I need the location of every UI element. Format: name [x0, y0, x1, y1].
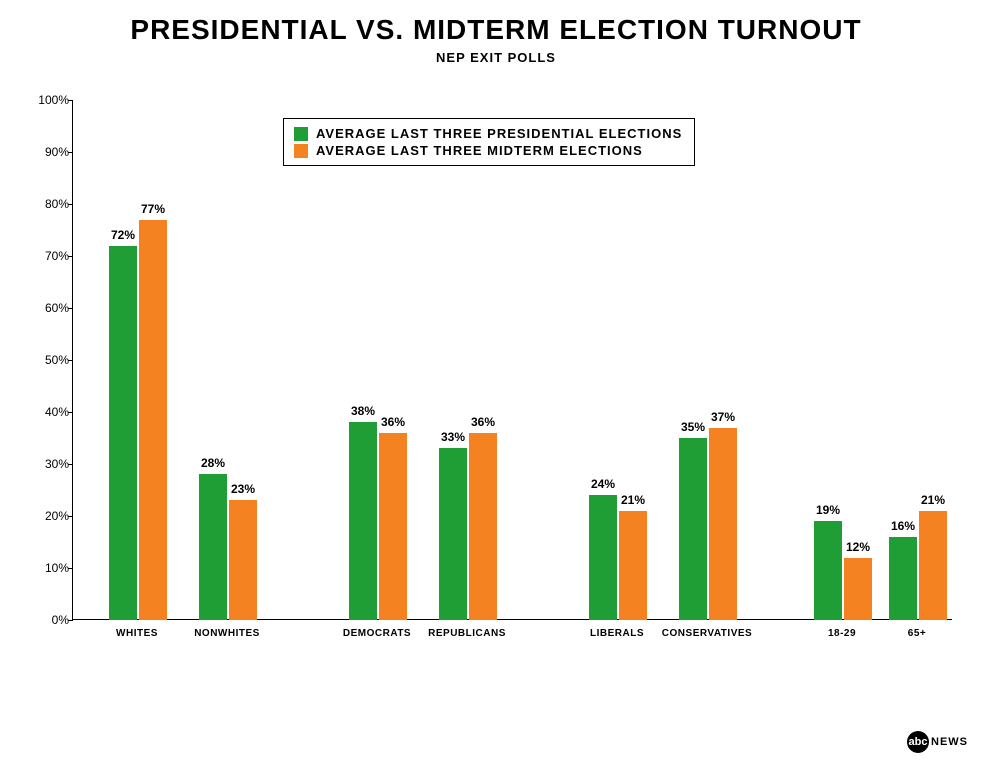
y-tick-label: 30% — [25, 457, 69, 471]
legend-item: AVERAGE LAST THREE PRESIDENTIAL ELECTION… — [294, 125, 682, 142]
y-tick-label: 20% — [25, 509, 69, 523]
bar-value-label: 16% — [889, 519, 917, 533]
plot-region: 0%10%20%30%40%50%60%70%80%90%100% 72%77%… — [72, 100, 952, 620]
abc-logo-circle: abc — [907, 731, 929, 753]
bar-value-label: 77% — [139, 202, 167, 216]
bar-midterm: 12% — [844, 558, 872, 620]
bar-value-label: 21% — [919, 493, 947, 507]
chart-area: 0%10%20%30%40%50%60%70%80%90%100% 72%77%… — [72, 100, 952, 660]
legend-swatch — [294, 127, 308, 141]
y-tick-label: 10% — [25, 561, 69, 575]
bar-midterm: 36% — [469, 433, 497, 620]
bar-value-label: 21% — [619, 493, 647, 507]
bar-value-label: 24% — [589, 477, 617, 491]
abc-news-logo: abcNEWS — [907, 731, 968, 753]
chart-title: PRESIDENTIAL VS. MIDTERM ELECTION TURNOU… — [0, 0, 992, 46]
bar-value-label: 35% — [679, 420, 707, 434]
bar-value-label: 72% — [109, 228, 137, 242]
bar-value-label: 33% — [439, 430, 467, 444]
legend-swatch — [294, 144, 308, 158]
bar-value-label: 19% — [814, 503, 842, 517]
y-tick-label: 40% — [25, 405, 69, 419]
bar-midterm: 77% — [139, 220, 167, 620]
chart-subtitle: NEP EXIT POLLS — [0, 50, 992, 65]
legend-label: AVERAGE LAST THREE PRESIDENTIAL ELECTION… — [316, 126, 682, 141]
x-category-label: CONSERVATIVES — [662, 628, 752, 639]
y-tick-label: 80% — [25, 197, 69, 211]
bar-presidential: 35% — [679, 438, 707, 620]
x-category-label: 65+ — [908, 628, 926, 639]
bar-value-label: 23% — [229, 482, 257, 496]
bars-container: 72%77%28%23%38%36%33%36%24%21%35%37%19%1… — [73, 100, 953, 620]
y-tick-label: 90% — [25, 145, 69, 159]
legend-label: AVERAGE LAST THREE MIDTERM ELECTIONS — [316, 143, 643, 158]
legend-item: AVERAGE LAST THREE MIDTERM ELECTIONS — [294, 142, 682, 159]
bar-midterm: 37% — [709, 428, 737, 620]
x-category-label: WHITES — [116, 628, 158, 639]
bar-value-label: 36% — [469, 415, 497, 429]
bar-presidential: 16% — [889, 537, 917, 620]
bar-presidential: 33% — [439, 448, 467, 620]
abc-logo-news: NEWS — [931, 736, 968, 748]
x-category-label: REPUBLICANS — [428, 628, 506, 639]
bar-value-label: 36% — [379, 415, 407, 429]
bar-value-label: 37% — [709, 410, 737, 424]
x-category-label: NONWHITES — [194, 628, 260, 639]
bar-presidential: 72% — [109, 246, 137, 620]
y-tick-label: 60% — [25, 301, 69, 315]
bar-midterm: 36% — [379, 433, 407, 620]
y-tick-label: 70% — [25, 249, 69, 263]
x-category-label: 18-29 — [828, 628, 856, 639]
bar-midterm: 21% — [919, 511, 947, 620]
bar-value-label: 12% — [844, 540, 872, 554]
y-tick-label: 0% — [25, 613, 69, 627]
y-tick-label: 100% — [25, 93, 69, 107]
bar-value-label: 28% — [199, 456, 227, 470]
y-tick-mark — [68, 620, 73, 621]
bar-presidential: 24% — [589, 495, 617, 620]
bar-midterm: 23% — [229, 500, 257, 620]
bar-presidential: 28% — [199, 474, 227, 620]
bar-presidential: 19% — [814, 521, 842, 620]
x-category-label: DEMOCRATS — [343, 628, 411, 639]
legend: AVERAGE LAST THREE PRESIDENTIAL ELECTION… — [283, 118, 695, 166]
bar-value-label: 38% — [349, 404, 377, 418]
page-container: PRESIDENTIAL VS. MIDTERM ELECTION TURNOU… — [0, 0, 992, 769]
x-category-label: LIBERALS — [590, 628, 644, 639]
y-tick-label: 50% — [25, 353, 69, 367]
bar-presidential: 38% — [349, 422, 377, 620]
bar-midterm: 21% — [619, 511, 647, 620]
